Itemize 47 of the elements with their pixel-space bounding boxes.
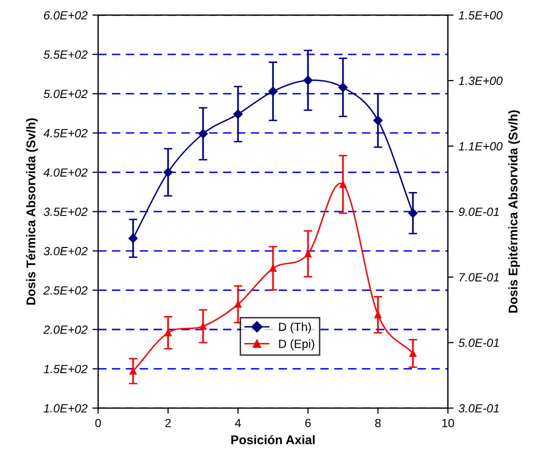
y-tick-label: 4.0E+02 — [43, 168, 88, 177]
point — [164, 329, 172, 336]
point — [163, 168, 173, 177]
point — [338, 82, 348, 92]
point — [270, 264, 276, 272]
legend-label: D (Th) — [279, 322, 311, 334]
y-tick-label: 3.5E+02 — [44, 208, 88, 216]
y2-tick-label: 3.0E-01 — [458, 404, 499, 412]
y2-tick-label: 9.0E-01 — [458, 208, 499, 216]
point — [198, 129, 208, 138]
point — [409, 350, 416, 357]
point — [303, 76, 313, 85]
y-tick-label: 2.0E+02 — [43, 326, 88, 334]
point — [339, 180, 346, 188]
x-tick-label: 10 — [442, 418, 454, 428]
point — [304, 250, 312, 258]
point — [408, 208, 418, 218]
x-tick-label: 2 — [165, 418, 171, 428]
x-tick-label: 8 — [375, 418, 381, 428]
x-tick-label: 0 — [95, 418, 101, 428]
x-axis-title: Posición Axial — [231, 434, 315, 444]
y2-tick-label: 1.3E+00 — [458, 76, 503, 85]
point — [268, 86, 278, 96]
point — [200, 322, 207, 330]
y2-tick-label: 5.0E-01 — [458, 338, 499, 347]
y2-axis-title: Dosis Epitérmica Absorvida (Sv/h) — [508, 110, 520, 313]
point — [233, 110, 243, 119]
point — [130, 368, 137, 375]
x-tick-label: 4 — [235, 418, 241, 428]
y2-tick-label: 1.1E+00 — [458, 142, 503, 150]
point — [373, 116, 383, 126]
x-tick-label: 6 — [305, 418, 311, 428]
y-tick-label: 1.0E+02 — [44, 404, 88, 412]
point — [128, 234, 138, 243]
y-axis-title: Dosis Térmica Absorvida (Sv/h) — [26, 118, 38, 305]
y-tick-label: 5.0E+02 — [44, 90, 88, 98]
y-tick-label: 2.5E+02 — [43, 286, 88, 295]
point — [374, 311, 382, 318]
y2-tick-label: 7.0E-01 — [460, 273, 499, 282]
point — [234, 300, 242, 308]
y2-tick-label: 1.5E+00 — [458, 11, 503, 20]
y-tick-label: 1.5E+02 — [44, 364, 88, 374]
y-tick-label: 4.5E+02 — [43, 129, 88, 138]
y-tick-label: 6.0E+02 — [44, 11, 88, 20]
y-tick-label: 5.5E+02 — [44, 50, 88, 59]
legend-label: D (Epi) — [279, 339, 314, 350]
y-tick-label: 3.0E+02 — [44, 246, 88, 256]
